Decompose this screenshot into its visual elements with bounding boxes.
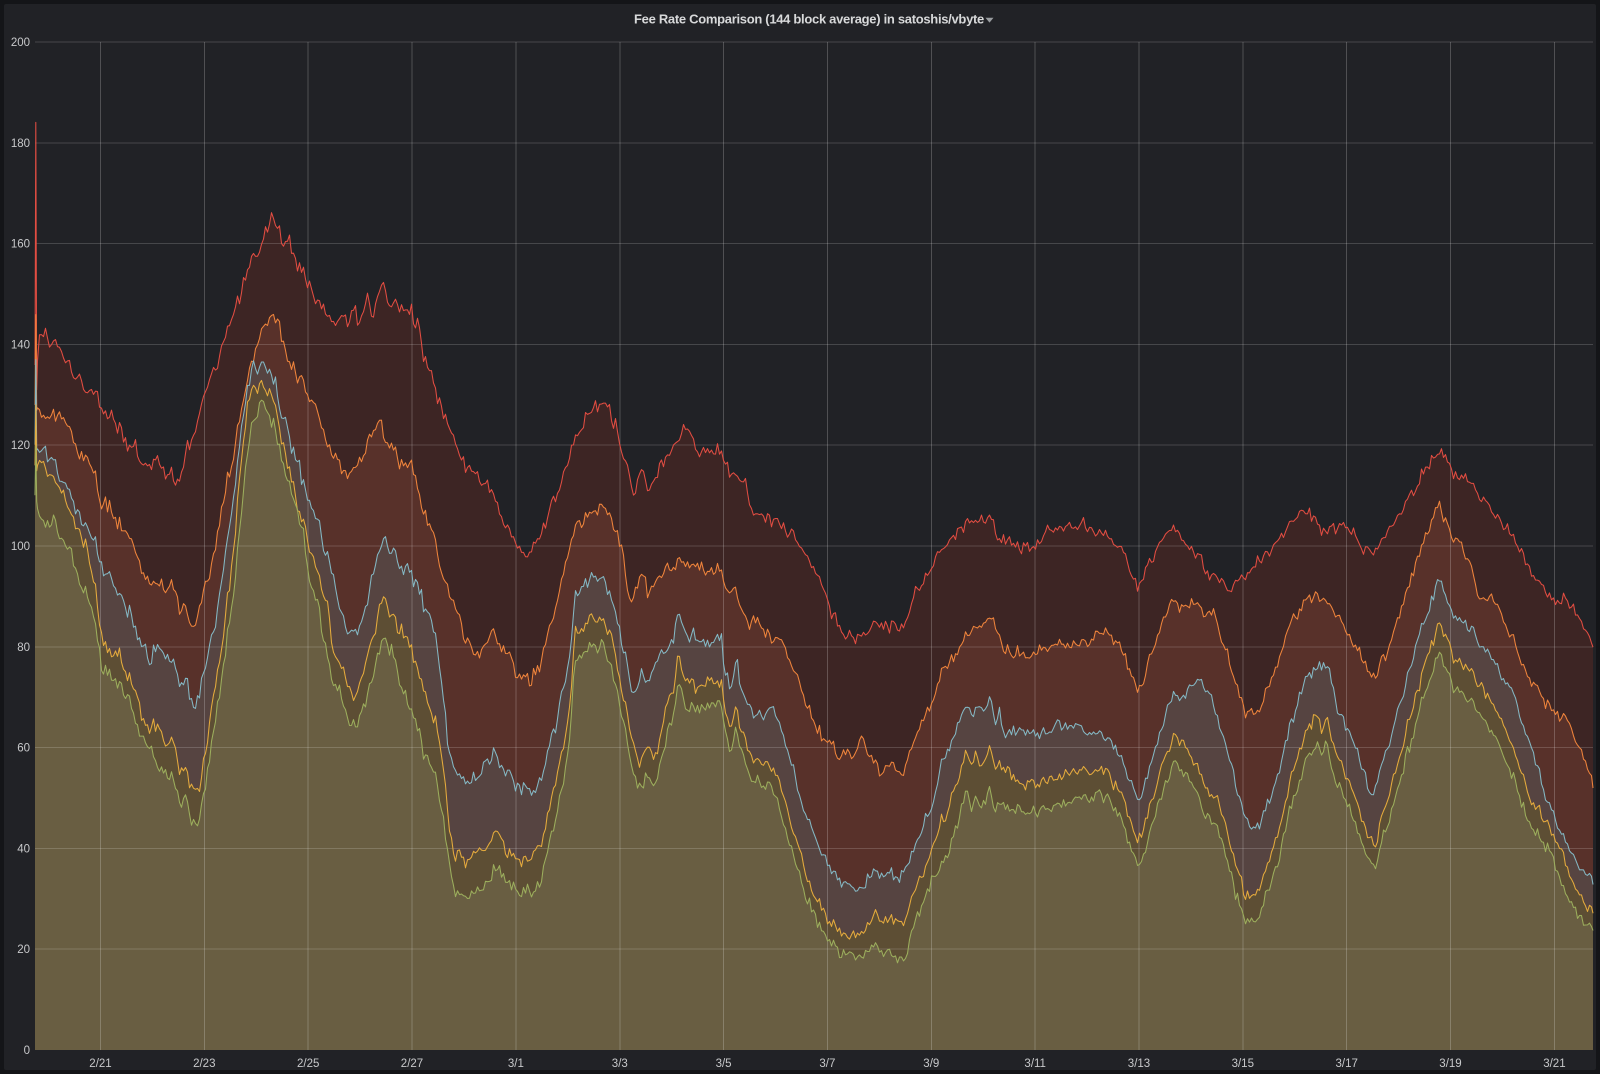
svg-text:3/5: 3/5 xyxy=(716,1058,732,1070)
svg-text:3/3: 3/3 xyxy=(612,1058,628,1070)
svg-text:2/27: 2/27 xyxy=(401,1058,423,1070)
svg-text:2/23: 2/23 xyxy=(193,1058,215,1070)
svg-text:40: 40 xyxy=(17,843,30,855)
svg-text:3/13: 3/13 xyxy=(1128,1058,1150,1070)
svg-text:3/11: 3/11 xyxy=(1024,1058,1046,1070)
svg-text:3/9: 3/9 xyxy=(923,1058,939,1070)
svg-text:2/25: 2/25 xyxy=(297,1058,319,1070)
svg-text:2/21: 2/21 xyxy=(89,1058,111,1070)
svg-text:140: 140 xyxy=(11,339,30,351)
svg-text:3/1: 3/1 xyxy=(508,1058,524,1070)
svg-text:120: 120 xyxy=(11,440,30,452)
svg-text:3/15: 3/15 xyxy=(1232,1058,1254,1070)
svg-text:3/17: 3/17 xyxy=(1336,1058,1358,1070)
svg-text:100: 100 xyxy=(11,541,30,553)
svg-text:0: 0 xyxy=(24,1045,30,1057)
svg-text:160: 160 xyxy=(11,239,30,251)
svg-text:20: 20 xyxy=(17,944,30,956)
svg-text:3/21: 3/21 xyxy=(1543,1058,1565,1070)
svg-text:3/7: 3/7 xyxy=(819,1058,835,1070)
svg-text:3/19: 3/19 xyxy=(1439,1058,1461,1070)
svg-text:80: 80 xyxy=(17,642,30,654)
svg-text:60: 60 xyxy=(17,743,30,755)
svg-text:200: 200 xyxy=(11,37,30,49)
svg-text:180: 180 xyxy=(11,138,30,150)
svg-text:Fee Rate Comparison (144 block: Fee Rate Comparison (144 block average) … xyxy=(634,12,984,27)
